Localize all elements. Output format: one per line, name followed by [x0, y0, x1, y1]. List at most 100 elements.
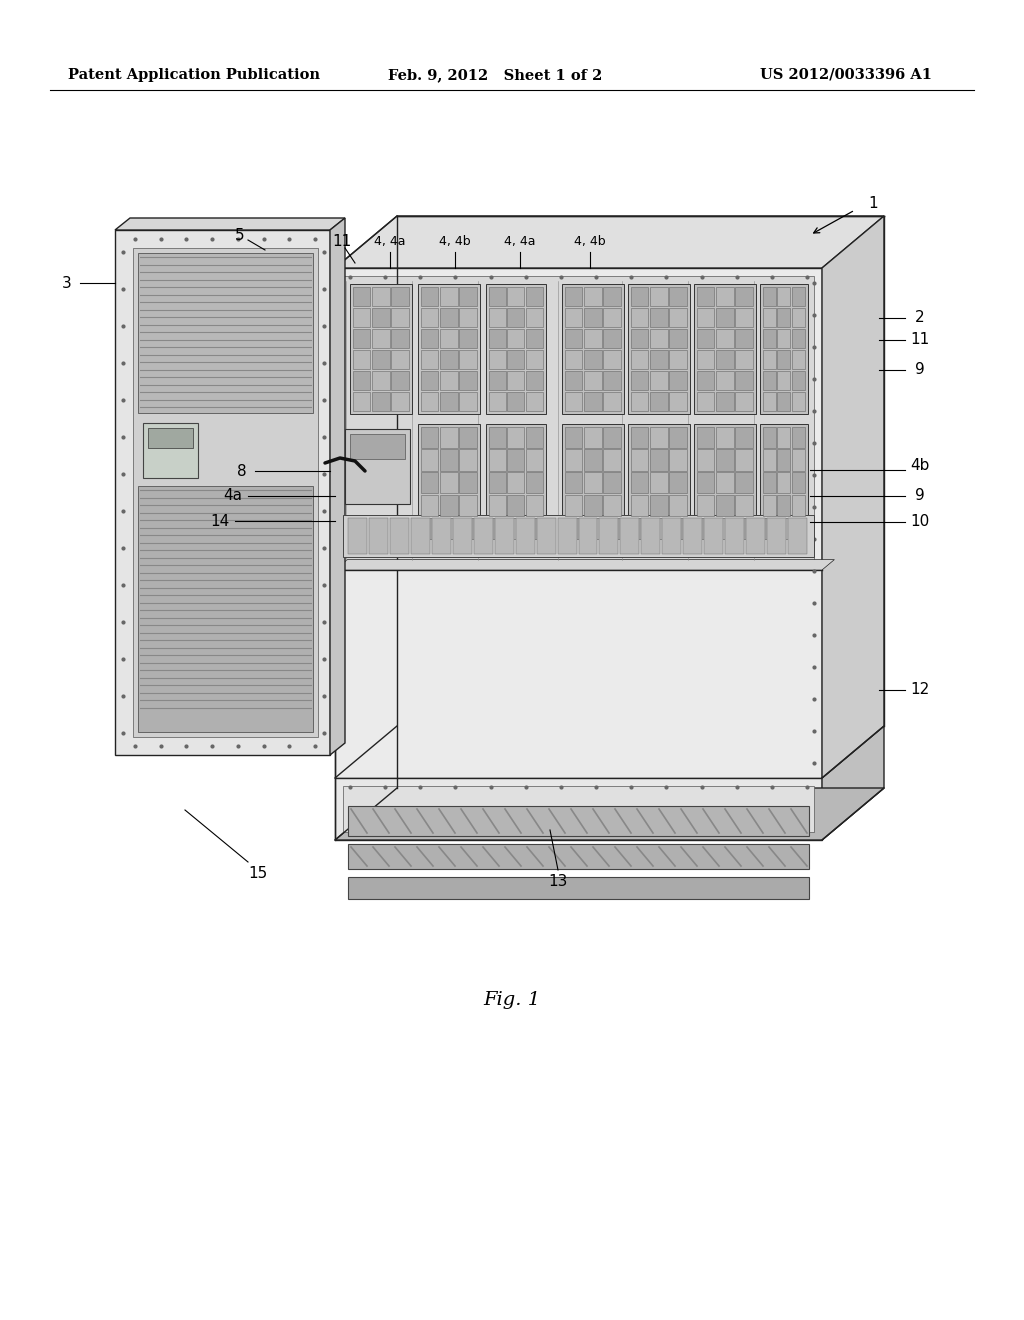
FancyBboxPatch shape	[348, 876, 809, 899]
FancyBboxPatch shape	[488, 350, 506, 370]
FancyBboxPatch shape	[562, 284, 624, 414]
FancyBboxPatch shape	[735, 371, 753, 389]
FancyBboxPatch shape	[763, 426, 775, 447]
FancyBboxPatch shape	[584, 286, 602, 306]
Polygon shape	[133, 248, 318, 737]
FancyBboxPatch shape	[777, 286, 791, 306]
FancyBboxPatch shape	[488, 308, 506, 327]
FancyBboxPatch shape	[343, 785, 814, 832]
FancyBboxPatch shape	[763, 329, 775, 348]
FancyBboxPatch shape	[584, 495, 602, 516]
FancyBboxPatch shape	[760, 284, 808, 414]
FancyBboxPatch shape	[735, 426, 753, 447]
FancyBboxPatch shape	[716, 426, 733, 447]
FancyBboxPatch shape	[650, 517, 668, 539]
Text: 8: 8	[238, 463, 247, 479]
FancyBboxPatch shape	[584, 350, 602, 370]
FancyBboxPatch shape	[716, 473, 733, 494]
FancyBboxPatch shape	[507, 449, 524, 471]
FancyBboxPatch shape	[716, 350, 733, 370]
FancyBboxPatch shape	[418, 284, 480, 414]
FancyBboxPatch shape	[669, 308, 687, 327]
FancyBboxPatch shape	[669, 449, 687, 471]
Polygon shape	[822, 726, 884, 840]
FancyBboxPatch shape	[650, 286, 668, 306]
FancyBboxPatch shape	[603, 350, 621, 370]
FancyBboxPatch shape	[777, 495, 791, 516]
FancyBboxPatch shape	[696, 473, 715, 494]
Text: 1: 1	[868, 195, 878, 210]
FancyBboxPatch shape	[631, 308, 648, 327]
FancyBboxPatch shape	[440, 392, 458, 411]
FancyBboxPatch shape	[584, 449, 602, 471]
FancyBboxPatch shape	[603, 371, 621, 389]
FancyBboxPatch shape	[372, 286, 390, 306]
FancyBboxPatch shape	[746, 517, 765, 554]
FancyBboxPatch shape	[735, 517, 753, 539]
FancyBboxPatch shape	[603, 308, 621, 327]
FancyBboxPatch shape	[348, 843, 809, 869]
FancyBboxPatch shape	[631, 495, 648, 516]
FancyBboxPatch shape	[440, 426, 458, 447]
FancyBboxPatch shape	[696, 426, 715, 447]
FancyBboxPatch shape	[735, 392, 753, 411]
FancyBboxPatch shape	[760, 424, 808, 543]
FancyBboxPatch shape	[440, 495, 458, 516]
FancyBboxPatch shape	[421, 392, 438, 411]
Polygon shape	[115, 230, 330, 755]
FancyBboxPatch shape	[352, 350, 371, 370]
FancyBboxPatch shape	[763, 308, 775, 327]
FancyBboxPatch shape	[696, 392, 715, 411]
FancyBboxPatch shape	[526, 392, 543, 411]
FancyBboxPatch shape	[631, 392, 648, 411]
FancyBboxPatch shape	[763, 371, 775, 389]
FancyBboxPatch shape	[421, 371, 438, 389]
FancyBboxPatch shape	[488, 426, 506, 447]
FancyBboxPatch shape	[650, 449, 668, 471]
FancyBboxPatch shape	[777, 308, 791, 327]
FancyBboxPatch shape	[792, 517, 805, 539]
FancyBboxPatch shape	[421, 308, 438, 327]
FancyBboxPatch shape	[631, 371, 648, 389]
FancyBboxPatch shape	[735, 473, 753, 494]
FancyBboxPatch shape	[777, 350, 791, 370]
FancyBboxPatch shape	[440, 449, 458, 471]
FancyBboxPatch shape	[459, 286, 477, 306]
Polygon shape	[335, 268, 822, 777]
FancyBboxPatch shape	[488, 371, 506, 389]
FancyBboxPatch shape	[507, 473, 524, 494]
FancyBboxPatch shape	[696, 350, 715, 370]
FancyBboxPatch shape	[663, 517, 681, 554]
FancyBboxPatch shape	[459, 495, 477, 516]
FancyBboxPatch shape	[343, 515, 814, 557]
FancyBboxPatch shape	[526, 517, 543, 539]
FancyBboxPatch shape	[440, 308, 458, 327]
FancyBboxPatch shape	[716, 286, 733, 306]
FancyBboxPatch shape	[488, 286, 506, 306]
FancyBboxPatch shape	[792, 495, 805, 516]
FancyBboxPatch shape	[459, 517, 477, 539]
FancyBboxPatch shape	[440, 473, 458, 494]
Text: 3: 3	[62, 276, 72, 290]
FancyBboxPatch shape	[526, 473, 543, 494]
FancyBboxPatch shape	[372, 371, 390, 389]
FancyBboxPatch shape	[507, 350, 524, 370]
FancyBboxPatch shape	[440, 371, 458, 389]
Text: Patent Application Publication: Patent Application Publication	[68, 69, 319, 82]
FancyBboxPatch shape	[486, 284, 546, 414]
FancyBboxPatch shape	[579, 517, 597, 554]
Text: 4a: 4a	[223, 488, 243, 503]
FancyBboxPatch shape	[564, 371, 583, 389]
Text: 13: 13	[548, 874, 567, 890]
FancyBboxPatch shape	[584, 308, 602, 327]
FancyBboxPatch shape	[516, 517, 535, 554]
FancyBboxPatch shape	[495, 517, 514, 554]
FancyBboxPatch shape	[735, 495, 753, 516]
FancyBboxPatch shape	[599, 517, 618, 554]
Polygon shape	[335, 560, 835, 570]
FancyBboxPatch shape	[350, 434, 406, 459]
FancyBboxPatch shape	[488, 473, 506, 494]
FancyBboxPatch shape	[564, 329, 583, 348]
FancyBboxPatch shape	[526, 426, 543, 447]
FancyBboxPatch shape	[735, 286, 753, 306]
